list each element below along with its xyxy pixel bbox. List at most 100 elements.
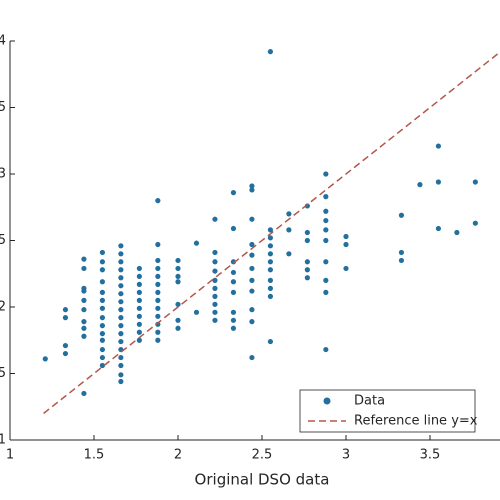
data-point — [81, 256, 87, 262]
data-point — [323, 194, 329, 200]
data-point — [304, 229, 310, 236]
data-point — [304, 275, 310, 281]
data-point — [99, 279, 105, 285]
data-point — [323, 277, 329, 283]
legend-box — [299, 389, 476, 433]
data-point — [99, 315, 105, 321]
data-point — [99, 346, 105, 353]
data-point — [249, 216, 255, 222]
data-point — [454, 229, 460, 236]
legend-marker — [323, 397, 331, 405]
data-point — [118, 338, 124, 345]
data-point — [175, 257, 181, 264]
data-point — [136, 297, 142, 303]
data-point — [323, 171, 329, 177]
data-point — [304, 267, 310, 273]
data-point — [286, 227, 292, 233]
data-point — [118, 315, 124, 321]
data-point — [249, 187, 255, 193]
data-point — [118, 251, 124, 257]
data-point — [62, 307, 69, 313]
data-point — [323, 217, 329, 224]
data-point — [118, 323, 124, 329]
data-point — [99, 331, 105, 337]
y-tick-label: 2.5 — [0, 233, 6, 248]
data-point — [81, 319, 87, 325]
data-point — [343, 233, 349, 240]
data-point — [118, 275, 124, 281]
data-point — [118, 378, 124, 385]
data-point — [136, 305, 142, 311]
data-point — [212, 259, 218, 265]
data-point — [175, 325, 181, 331]
legend-label: Data — [354, 394, 385, 409]
data-point — [136, 273, 142, 280]
x-tick-label: 3 — [342, 448, 350, 463]
data-point — [267, 259, 273, 265]
data-point — [42, 356, 48, 362]
data-point — [175, 279, 181, 285]
data-point — [155, 273, 161, 280]
x-tick-label: 2 — [174, 448, 182, 463]
data-point — [249, 241, 255, 248]
data-point — [230, 190, 237, 196]
y-tick-label: 3.5 — [0, 100, 6, 115]
data-point — [230, 289, 237, 295]
data-point — [155, 329, 161, 335]
data-point — [472, 179, 478, 185]
legend-label: Reference line y=x — [354, 414, 478, 429]
data-point — [230, 317, 237, 323]
data-point — [155, 265, 161, 272]
data-point — [99, 305, 105, 311]
y-tick-label: 1.5 — [0, 366, 6, 381]
data-point — [155, 321, 161, 327]
data-point — [304, 237, 310, 244]
data-point — [286, 251, 292, 257]
data-point — [323, 346, 329, 353]
data-point — [398, 212, 405, 218]
data-point — [99, 249, 105, 256]
data-point — [155, 313, 161, 319]
data-point — [212, 317, 218, 323]
data-point — [118, 243, 124, 249]
data-point — [136, 289, 142, 295]
data-point — [118, 331, 124, 337]
data-point — [155, 257, 161, 264]
data-point — [99, 354, 105, 361]
data-point — [81, 297, 87, 303]
x-tick-label: 1 — [6, 448, 14, 463]
data-point — [118, 267, 124, 273]
x-axis-label: Original DSO data — [195, 471, 330, 489]
data-point — [118, 259, 124, 265]
data-point — [343, 265, 349, 272]
data-point — [118, 291, 124, 297]
data-point — [99, 323, 105, 329]
data-point — [193, 309, 200, 315]
data-point — [323, 289, 329, 295]
data-point — [249, 288, 255, 294]
data-point — [155, 198, 161, 204]
data-point — [155, 289, 161, 295]
data-point — [417, 182, 423, 188]
data-point — [118, 299, 124, 305]
data-point — [398, 249, 405, 256]
data-point — [212, 301, 218, 307]
data-point — [99, 259, 105, 265]
data-point — [230, 279, 237, 285]
data-point — [118, 307, 124, 313]
data-point — [81, 325, 87, 331]
data-point — [99, 297, 105, 303]
data-point — [267, 235, 273, 241]
data-point — [472, 220, 478, 226]
data-point — [323, 208, 329, 214]
data-point — [304, 203, 310, 209]
data-point — [136, 313, 142, 319]
data-point — [175, 301, 181, 307]
data-point — [249, 183, 255, 189]
data-point — [323, 227, 329, 233]
data-point — [212, 216, 218, 222]
x-tick-label: 3.5 — [420, 448, 441, 463]
data-point — [118, 283, 124, 289]
data-point — [99, 267, 105, 273]
